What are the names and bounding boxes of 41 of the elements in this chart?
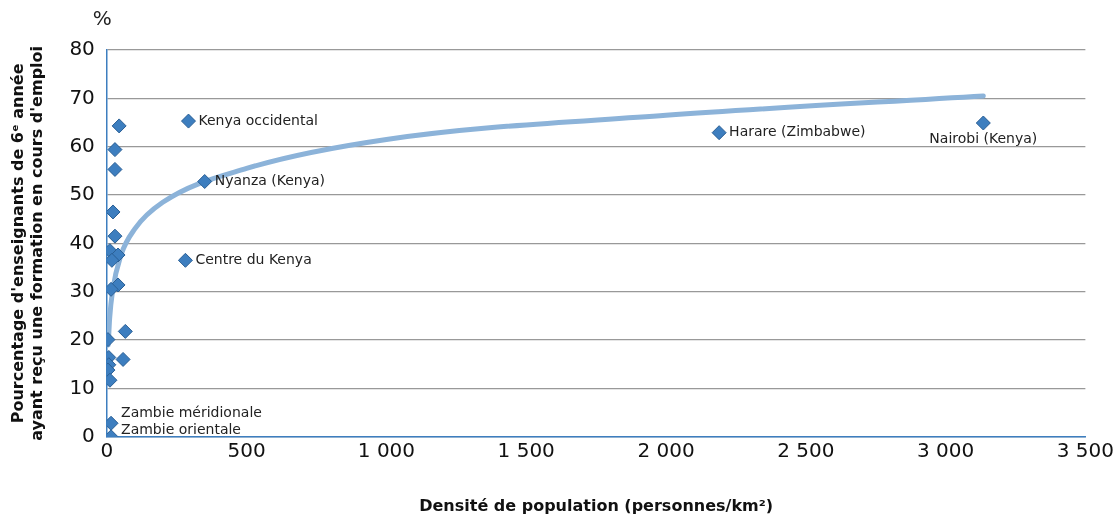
x-tick-label: 3 000 bbox=[916, 438, 975, 462]
annotation: Nyanza (Kenya) bbox=[214, 172, 326, 189]
annotation: Centre du Kenya bbox=[195, 250, 312, 267]
annotation: Zambie méridionale bbox=[121, 403, 262, 420]
x-tick-label: 1 500 bbox=[497, 438, 555, 462]
x-axis-title: Densité de population (personnes/km²) bbox=[419, 495, 774, 515]
y-tick-label: 30 bbox=[69, 277, 95, 302]
point bbox=[115, 351, 131, 367]
y-tick-label: 80 bbox=[69, 36, 95, 61]
y-tick-label: 10 bbox=[69, 374, 95, 399]
y-tick-label: 20 bbox=[69, 326, 95, 351]
x-tick-label: 2 000 bbox=[637, 438, 695, 462]
text: Pourcentage d'enseignants de 6ᵉ année bbox=[7, 63, 27, 424]
point bbox=[106, 252, 120, 268]
point bbox=[117, 323, 133, 339]
x-tick-label: 0 bbox=[100, 438, 114, 462]
x-tick-label: 2 500 bbox=[777, 438, 835, 462]
x-tick-label: 500 bbox=[227, 438, 266, 462]
point bbox=[177, 252, 193, 268]
annotation: Zambie orientale bbox=[121, 421, 241, 438]
x-tick-label: 1 000 bbox=[357, 438, 416, 462]
x-tick-label: 3 500 bbox=[1056, 438, 1114, 462]
annotation: Harare (Zimbabwe) bbox=[729, 123, 866, 140]
point bbox=[180, 113, 196, 129]
point bbox=[107, 228, 123, 244]
point bbox=[107, 161, 123, 177]
y-tick-label: 0 bbox=[82, 423, 95, 447]
point bbox=[197, 174, 213, 190]
y-tick-label: 60 bbox=[69, 132, 95, 157]
point bbox=[975, 115, 991, 131]
point bbox=[711, 125, 727, 141]
text: ayant reçu une formation en cours d'emploi bbox=[26, 45, 46, 441]
point bbox=[106, 204, 121, 220]
y-tick-label: 40 bbox=[69, 229, 95, 254]
text: % bbox=[92, 6, 112, 31]
annotation: Nairobi (Kenya) bbox=[929, 129, 1038, 146]
annotation: Kenya occidental bbox=[198, 111, 318, 128]
y-tick-label: 50 bbox=[69, 181, 95, 206]
point bbox=[107, 142, 123, 158]
y-tick-label: 70 bbox=[69, 84, 95, 109]
point bbox=[111, 118, 127, 134]
